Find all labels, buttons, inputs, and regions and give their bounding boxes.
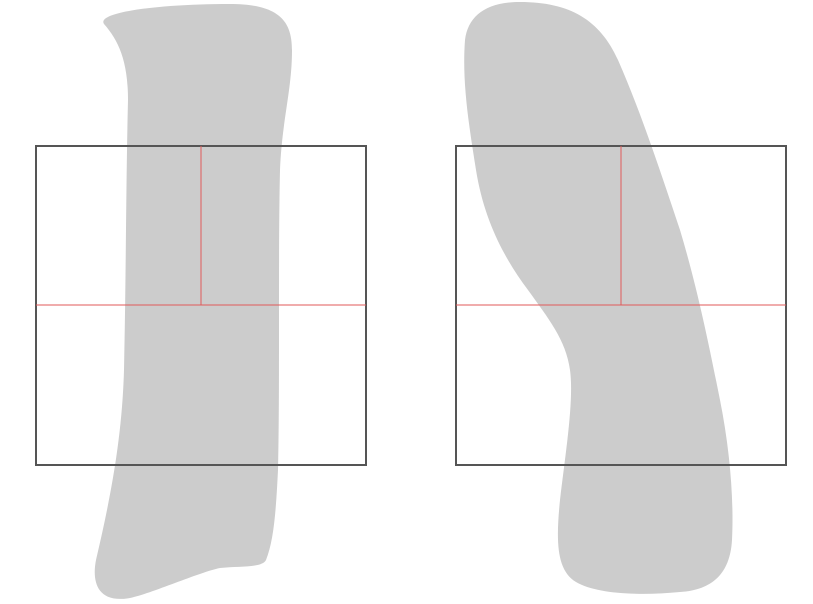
panel-left	[35, 4, 367, 599]
right-gray-shape	[464, 2, 733, 594]
left-gray-shape	[94, 4, 292, 599]
panel-right	[455, 2, 787, 594]
